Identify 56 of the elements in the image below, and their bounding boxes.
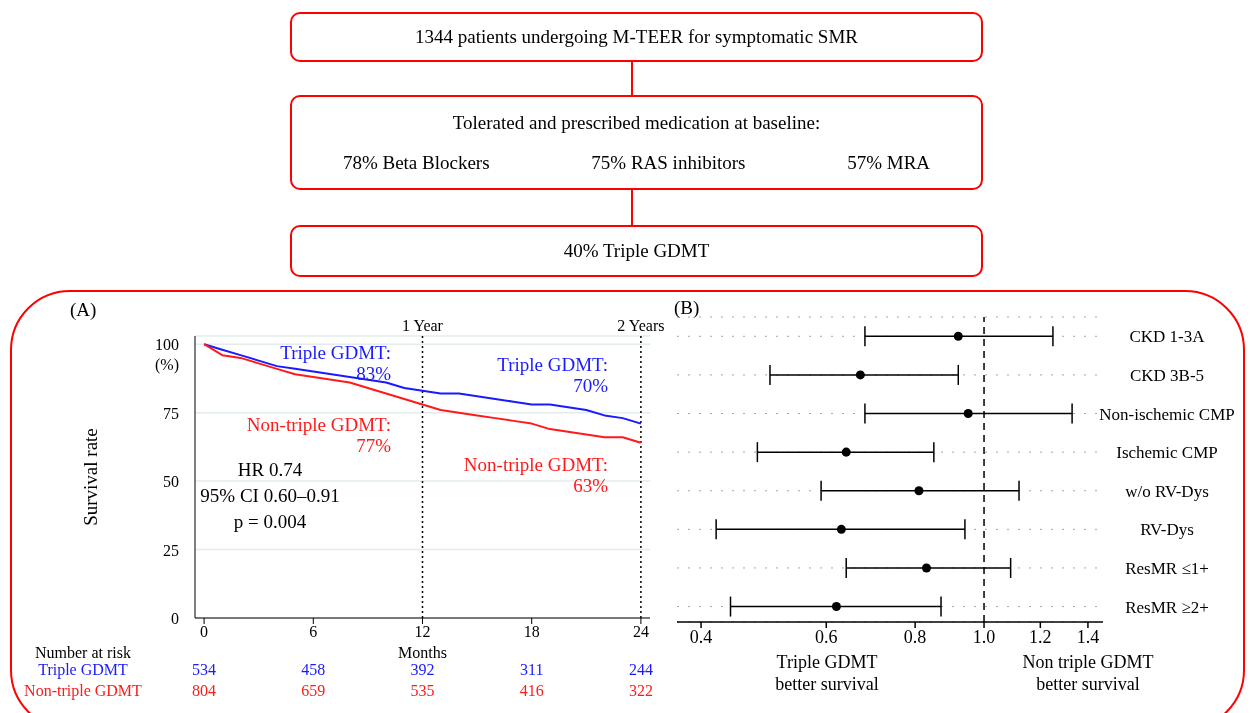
ref-line-label: 2 Years	[617, 317, 665, 334]
y-tick-label: w/o RV-Dys	[1125, 481, 1209, 501]
y-tick-label: 25	[163, 541, 179, 559]
y-tick-label: Non-ischemic CMP	[1099, 404, 1235, 424]
y-tick-label: CKD 3B-5	[1129, 365, 1205, 385]
annotation: HR 0.74 95% CI 0.60–0.91 p = 0.004	[200, 459, 340, 532]
y-tick-label: 75	[163, 404, 179, 422]
annotation: Non-triple GDMT: 63%	[463, 454, 609, 496]
x-axis-title: Months	[398, 644, 447, 661]
text: Non-triple GDMT	[24, 682, 143, 700]
text: 458	[301, 661, 326, 678]
x-tick-label: 0.6	[815, 626, 838, 647]
x-tick-label: 1.4	[1076, 626, 1100, 647]
text: 40% Triple GDMT	[563, 240, 710, 262]
text: (A)	[70, 299, 97, 321]
x-tick-label: 12	[414, 623, 431, 641]
annotation: Non-triple GDMT: 77%	[246, 414, 392, 456]
ref-line-label: 1 Year	[402, 317, 444, 334]
text: 1344 patients undergoing M-TEER for symptomatic SMR	[415, 26, 858, 48]
x-tick-label: 0.8	[903, 626, 927, 647]
text: 244	[628, 661, 653, 678]
text: 57% MRA	[847, 151, 931, 174]
text: 78% Beta Blockers	[342, 151, 490, 174]
x-tick-label: 18	[523, 623, 540, 641]
x-tick-label: 0.4	[689, 626, 713, 647]
text: 75% RAS inhibitors	[591, 151, 746, 174]
text: Number at risk	[35, 644, 131, 661]
text: 311	[520, 661, 544, 678]
y-tick-label: RV-Dys	[1140, 520, 1194, 540]
y-tick-label: ResMR ≥2+	[1125, 597, 1209, 617]
annotation: Triple GDMT: 83%	[280, 342, 392, 384]
text: 659	[301, 682, 326, 699]
text: Triple GDMT	[38, 661, 129, 679]
x-tick-label: 1.0	[972, 626, 996, 647]
y-tick-label: 50	[163, 472, 179, 490]
y-tick-label: 0	[171, 609, 179, 627]
y-tick-label: ResMR ≤1+	[1125, 558, 1209, 578]
x-tick-label: 0	[200, 623, 209, 641]
y-tick-label: 100 (%)	[155, 335, 179, 374]
x-tick-label: 24	[632, 623, 649, 641]
text: 534	[192, 661, 217, 678]
text: 535	[410, 682, 435, 699]
text: 804	[192, 682, 217, 699]
text: Tolerated and prescribed medication at baseline:	[452, 111, 821, 134]
annotation: (B)	[674, 297, 700, 319]
text: 392	[410, 661, 435, 678]
text: 416	[519, 682, 544, 699]
y-tick-label: CKD 1-3A	[1129, 327, 1206, 347]
x-tick-label: 6	[309, 623, 318, 641]
x-tick-label: 1.2	[1029, 626, 1052, 647]
text: Triple GDMT better survival	[775, 652, 879, 694]
text: Non triple GDMT better survival	[1022, 652, 1154, 694]
annotation: Triple GDMT: 70%	[497, 354, 609, 396]
text: 322	[628, 682, 653, 699]
y-tick-label: Ischemic CMP	[1116, 443, 1218, 463]
y-axis-title: Survival rate	[80, 428, 101, 526]
